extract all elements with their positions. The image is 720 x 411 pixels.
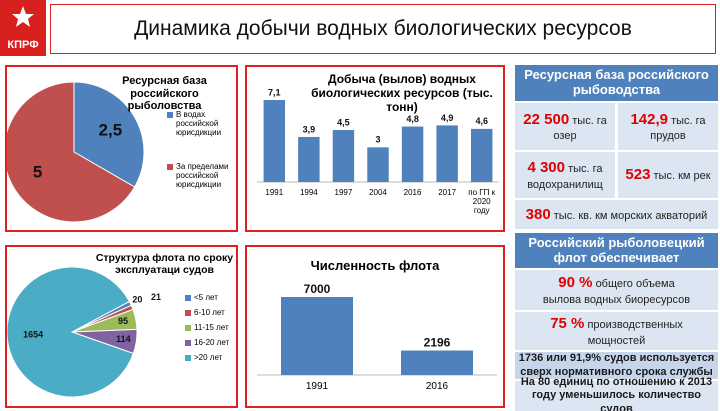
logo-box: КПРФ [0, 0, 46, 56]
resource-unit: тыс. га [568, 163, 603, 176]
chart-title: Структура флота по сроку эксплуатаци суд… [95, 252, 234, 277]
data-label: 4,5 [337, 117, 350, 127]
legend-swatch [167, 112, 173, 118]
data-label: 4,8 [406, 114, 419, 124]
share-cell: 75 % производственных мощностей [515, 312, 718, 350]
bar [298, 136, 320, 182]
chart: 7,1 3,9 4,5 3 4,8 4,9 4,6 [257, 87, 499, 183]
legend-swatch [167, 164, 173, 170]
data-label: 3,9 [303, 124, 316, 134]
x-tick-label: 2016 [403, 188, 422, 197]
data-label: 4,9 [441, 113, 454, 123]
logo-icon [12, 6, 34, 27]
chart-box: 7000 2196 Численность флота 1991 2016 [245, 245, 505, 408]
data-label: 5 [33, 162, 42, 181]
bar [470, 128, 493, 182]
bar [401, 350, 473, 375]
chart-box: 7,1 3,9 4,5 3 4,8 4,9 4,6 Добыча (вылов) водных… [245, 65, 505, 232]
panel-header: Российский рыболовецкий флот обеспечивае… [515, 233, 718, 268]
share-cell: 90 % общего объема вылова водных биоресу… [515, 270, 718, 310]
pie-slice [7, 81, 136, 223]
resource-cell: 4 300 тыс. га водохранилищ [515, 152, 615, 198]
resource-unit: тыс. га [671, 114, 706, 127]
bar [263, 100, 286, 182]
bar [401, 126, 424, 182]
logo-text: КПРФ [7, 39, 39, 51]
legend-label: 16-20 лет [194, 338, 230, 347]
bar [367, 147, 389, 182]
data-label: 20 [132, 294, 142, 304]
resource-unit: тыс. км рек [653, 170, 711, 183]
note: На 80 единиц по отношению к 2013 году ум… [515, 376, 718, 411]
legend-swatch [185, 340, 191, 346]
chart-title: Добыча (вылов) водных биологических ресу… [311, 72, 493, 114]
legend-swatch [185, 295, 191, 301]
chart: 2,55 [7, 81, 173, 223]
chart-title: Численность флота [310, 258, 440, 273]
chart: 20 21 95 114 1654 [7, 266, 191, 398]
note: 1736 или 91,9% судов используется сверх … [515, 352, 718, 379]
legend-label: В водах российской юрисдикции [176, 110, 222, 138]
data-label: 114 [116, 334, 131, 344]
x-tick-label: 1997 [334, 188, 353, 197]
resource-unit: тыс. га [572, 114, 607, 127]
chart-box: 20 21 95 114 1654 Структура флота по сроку эк… [5, 245, 238, 408]
legend-label: За пределами российской юрисдикции [176, 162, 229, 190]
resource-cell: 22 500 тыс. га озер [515, 103, 615, 150]
share-value: 75 % [550, 315, 585, 333]
x-tick-label: 1991 [265, 188, 284, 197]
bar [332, 130, 355, 182]
resource-label: озер [553, 130, 577, 143]
chart: 7000 2196 [257, 282, 497, 376]
data-label: 21 [151, 292, 161, 302]
resource-unit: тыс. кв. км морских акваторий [553, 209, 708, 222]
data-label: 3 [375, 135, 380, 145]
resource-value: 22 500 [523, 110, 570, 128]
legend-label: >20 лет [194, 353, 223, 362]
legend-swatch [185, 325, 191, 331]
legend-label: 6-10 лет [194, 308, 225, 317]
resource-cell: 523 тыс. км рек [618, 152, 718, 198]
bar [281, 297, 353, 375]
share-label: производственных мощностей [587, 319, 683, 347]
x-tick-label: по ГП к 2020 году [468, 188, 496, 216]
legend-label: 11-15 лет [194, 323, 229, 332]
resource-cell: 142,9 тыс. га прудов [618, 103, 718, 150]
share-label: общего объема вылова водных биоресурсов [542, 278, 691, 306]
resource-value: 142,9 [630, 110, 669, 128]
page-title: Динамика добычи водных биологических рес… [50, 4, 716, 54]
resource-value: 523 [625, 166, 651, 184]
pie-slice [7, 266, 134, 398]
data-label: 7,1 [268, 87, 281, 97]
x-tick-label: 2017 [438, 188, 457, 197]
x-tick-label: 1991 [305, 381, 329, 392]
x-tick-label: 2004 [369, 188, 387, 197]
data-label: 95 [118, 316, 128, 326]
chart-box: 2,5 5 Ресурсная база российского рыболовст… [5, 65, 238, 232]
resource-label: водохранилищ [527, 178, 603, 191]
panel-header: Ресурсная база российского рыбоводства [515, 65, 718, 101]
resource-label: прудов [650, 130, 686, 143]
chart-title: Ресурсная база российского рыболовства [122, 75, 207, 113]
data-label: 7000 [304, 282, 331, 296]
resource-cell: 380 тыс. кв. км морских акваторий [515, 200, 718, 229]
pie-slice [73, 81, 145, 188]
bar [436, 125, 458, 182]
resource-value: 380 [525, 205, 551, 223]
data-label: 2,5 [99, 120, 123, 139]
legend-swatch [185, 310, 191, 316]
legend-swatch [185, 355, 191, 361]
data-label: 2196 [424, 336, 451, 350]
resource-value: 4 300 [527, 159, 565, 177]
data-label: 1654 [23, 329, 43, 339]
legend-label: <5 лет [194, 293, 218, 302]
data-label: 4,6 [475, 116, 488, 126]
x-tick-label: 2016 [425, 381, 449, 392]
x-tick-label: 1994 [299, 188, 318, 197]
share-value: 90 % [558, 274, 593, 292]
